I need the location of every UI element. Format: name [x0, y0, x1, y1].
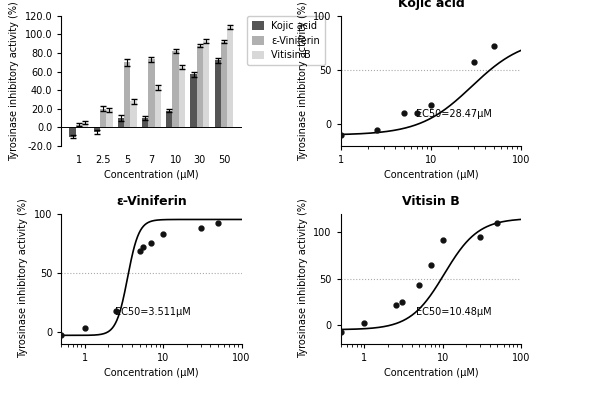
Title: Vitisin B: Vitisin B: [402, 195, 460, 208]
Bar: [131, 101, 137, 127]
Bar: [154, 87, 161, 127]
Bar: [142, 118, 148, 127]
Bar: [197, 45, 203, 127]
Y-axis label: Tyrosinase inhibitory activity (%): Tyrosinase inhibitory activity (%): [18, 199, 28, 359]
X-axis label: Concentration (μM): Concentration (μM): [104, 171, 199, 181]
Bar: [172, 51, 179, 127]
Legend: Kojic acid, ε-Viniferin, Vitisin B: Kojic acid, ε-Viniferin, Vitisin B: [247, 16, 325, 65]
Bar: [179, 67, 185, 127]
X-axis label: Concentration (μM): Concentration (μM): [384, 368, 478, 378]
Bar: [203, 41, 209, 127]
Bar: [106, 110, 113, 127]
Bar: [215, 60, 221, 127]
X-axis label: Concentration (μM): Concentration (μM): [104, 368, 199, 378]
Text: EC50=10.48μM: EC50=10.48μM: [416, 307, 492, 317]
Title: Kojic acid: Kojic acid: [397, 0, 464, 10]
Bar: [82, 123, 88, 127]
Bar: [100, 109, 106, 127]
Y-axis label: Tyrosinase inhibitory activity (%): Tyrosinase inhibitory activity (%): [9, 1, 19, 161]
Bar: [69, 127, 76, 137]
Y-axis label: Tyrosinase inhibitory activity (%): Tyrosinase inhibitory activity (%): [298, 1, 308, 161]
Title: ε-Viniferin: ε-Viniferin: [116, 195, 187, 208]
Bar: [94, 127, 100, 132]
Text: EC50=28.47μM: EC50=28.47μM: [416, 109, 492, 119]
Y-axis label: Tyrosinase inhibitory activity (%): Tyrosinase inhibitory activity (%): [298, 199, 308, 359]
Bar: [221, 42, 227, 127]
Text: EC50=3.511μM: EC50=3.511μM: [115, 307, 191, 317]
Bar: [118, 118, 124, 127]
X-axis label: Concentration (μM): Concentration (μM): [384, 171, 478, 181]
Bar: [76, 124, 82, 127]
Bar: [124, 62, 131, 127]
Bar: [148, 60, 154, 127]
Bar: [227, 27, 234, 127]
Bar: [191, 74, 197, 127]
Bar: [166, 111, 172, 127]
